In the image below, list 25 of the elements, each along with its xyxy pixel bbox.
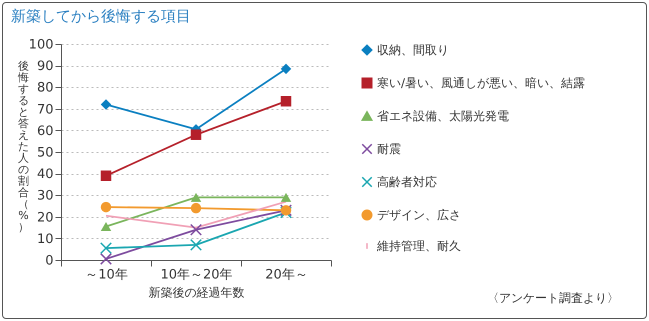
y-tick-label: 90	[36, 59, 54, 74]
x-axis-title: 新築後の経過年数	[148, 286, 244, 300]
y-tick-label: 80	[36, 80, 54, 96]
y-tick-label: 100	[28, 38, 54, 52]
legend-label: 省エネ設備、太陽光発電	[377, 109, 509, 123]
y-tick-label: 10	[36, 232, 54, 247]
text: 〈アンケート調査より〉	[487, 290, 619, 307]
y-tick-label: 0	[45, 254, 54, 268]
legend-label: 高齢者対応	[377, 175, 437, 189]
y-tick-label: 30	[36, 188, 54, 204]
x-tick-label: ～10年	[85, 268, 128, 282]
y-tick-label: 60	[36, 124, 54, 139]
legend-label: デザイン、広さ	[377, 208, 461, 222]
legend-label: 耐震	[377, 142, 401, 156]
x-tick-label: 20年～	[265, 268, 308, 282]
text: 後悔すると答えた人の割合（%）	[18, 60, 29, 234]
y-tick-label: 70	[36, 102, 54, 118]
legend-label: 寒い/暑い、風通しが悪い、暗い、結露	[377, 76, 586, 90]
y-tick-label: 40	[36, 167, 54, 182]
legend-label: 維持管理、耐久	[376, 239, 461, 253]
chart-title: 新築してから後悔する項目	[11, 7, 191, 25]
legend-label: 収納、間取り	[377, 43, 449, 57]
x-tick-label: 10年～20年	[160, 268, 233, 282]
y-tick-label: 20	[36, 210, 54, 226]
y-tick-label: 50	[36, 146, 54, 160]
